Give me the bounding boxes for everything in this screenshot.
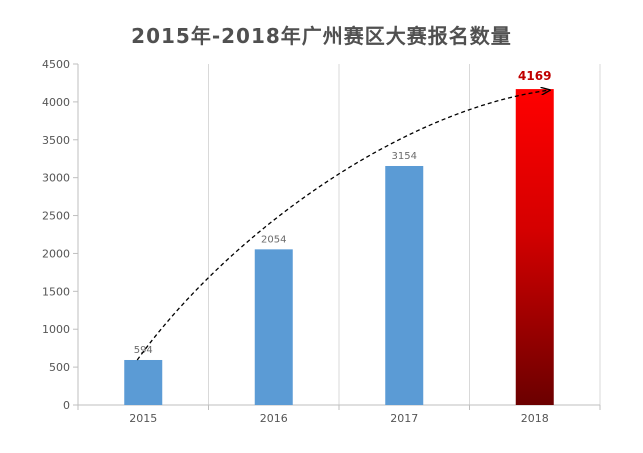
chart-title: 2015年-2018年广州赛区大赛报名数量 [131, 24, 512, 48]
bar [254, 249, 293, 405]
y-tick-label: 1000 [42, 323, 70, 336]
data-label: 3154 [392, 151, 417, 162]
data-label: 594 [134, 345, 153, 356]
y-tick-label: 2000 [42, 247, 70, 260]
bar [124, 359, 163, 405]
y-tick-label: 500 [49, 361, 70, 374]
trend-arrow [136, 90, 550, 361]
y-tick-label: 4500 [42, 58, 70, 71]
x-tick-label: 2015 [129, 412, 157, 425]
y-tick-label: 3000 [42, 172, 70, 185]
bar [385, 165, 424, 405]
y-tick-label: 0 [63, 399, 70, 412]
y-tick-label: 1500 [42, 285, 70, 298]
bar [515, 89, 554, 405]
x-tick-label: 2018 [521, 412, 549, 425]
y-tick-label: 2500 [42, 210, 70, 223]
x-tick-label: 2017 [390, 412, 418, 425]
x-tick-label: 2016 [260, 412, 288, 425]
y-tick-label: 4000 [42, 96, 70, 109]
y-tick-label: 3500 [42, 134, 70, 147]
data-label: 4169 [518, 69, 551, 83]
data-label: 2054 [261, 234, 286, 245]
